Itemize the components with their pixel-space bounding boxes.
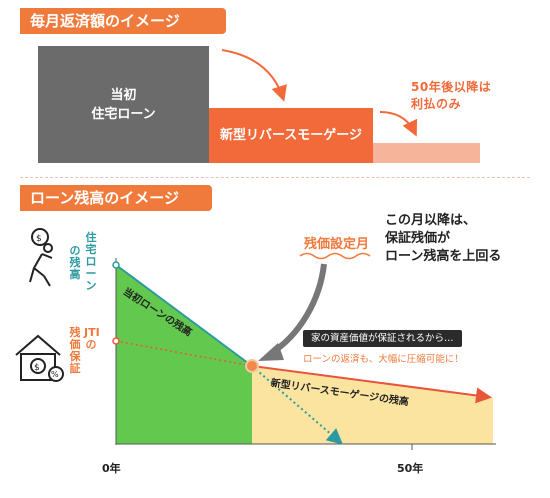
- guarantee-value-line: [115, 340, 253, 367]
- interest-only-note: 50年後以降は 利払のみ: [411, 79, 491, 113]
- svg-text:$: $: [36, 234, 42, 244]
- reverse-mortgage-label: 新型リバースモーゲージ: [219, 128, 363, 143]
- mortgage-balance-axis-label: 住宅ローン: [85, 231, 97, 292]
- interest-only-note-line2: 利払のみ: [411, 97, 462, 111]
- after-note-line2: 保証残価が: [385, 231, 451, 246]
- svg-text:$: $: [34, 363, 40, 373]
- svg-text:%: %: [51, 370, 59, 379]
- initial-loan-label: 当初 住宅ローン: [38, 86, 209, 124]
- interest-only-block: [373, 143, 480, 163]
- reverse-mortgage-block: [209, 108, 373, 163]
- asset-guarantee-callout: 家の資産価値が保証されるから…: [303, 330, 462, 347]
- guarantee-start-point: [112, 337, 120, 345]
- setting-month-wave: [299, 252, 371, 260]
- reverse-mortgage-balance-area: [252, 366, 493, 444]
- x-axis-start-label: 0年: [102, 462, 121, 475]
- initial-loan-balance-area: [116, 265, 252, 444]
- repayment-compression-note: ローンの返済も、大幅に圧縮可能に！: [303, 354, 464, 365]
- mortgage-continuation-line: [251, 365, 344, 445]
- jti-guarantee-axis-sublabel: 残価保証: [69, 326, 81, 375]
- initial-loan-block: [38, 46, 209, 163]
- after-note-line1: この月以降は、: [385, 213, 477, 228]
- interest-only-note-line1: 50年後以降は: [411, 80, 492, 94]
- section-title-monthly-payment: 毎月返済額のイメージ: [20, 8, 226, 34]
- mortgage-balance-axis-sublabel: の残高: [69, 244, 81, 281]
- transition-arrow-2: [379, 111, 418, 137]
- setting-month-label: 残価設定月: [304, 237, 370, 252]
- after-note-line3: ローン残高を上回る: [385, 249, 502, 264]
- jti-guarantee-axis-label: JTIの: [84, 326, 100, 351]
- section-title-loan-balance: ローン残高のイメージ: [20, 185, 212, 211]
- mortgage-balance-line: [115, 264, 253, 367]
- mortgage-start-point: [112, 261, 120, 269]
- initial-loan-label-line1: 当初: [110, 88, 137, 103]
- house-with-money-icon: $ %: [15, 334, 64, 382]
- person-carrying-moneybag-icon: $: [29, 228, 53, 287]
- reverse-mortgage-balance-line: [251, 365, 492, 404]
- x-axis-end-label: 50年: [397, 462, 424, 475]
- after-setting-note: この月以降は、 保証残価が ローン残高を上回る: [385, 212, 501, 266]
- pointer-arrow-head: [258, 343, 284, 361]
- section-divider: [20, 177, 530, 178]
- transition-arrow-1: [221, 49, 287, 102]
- initial-loan-label-line2: 住宅ローン: [91, 107, 156, 122]
- residual-setting-point: [245, 359, 259, 373]
